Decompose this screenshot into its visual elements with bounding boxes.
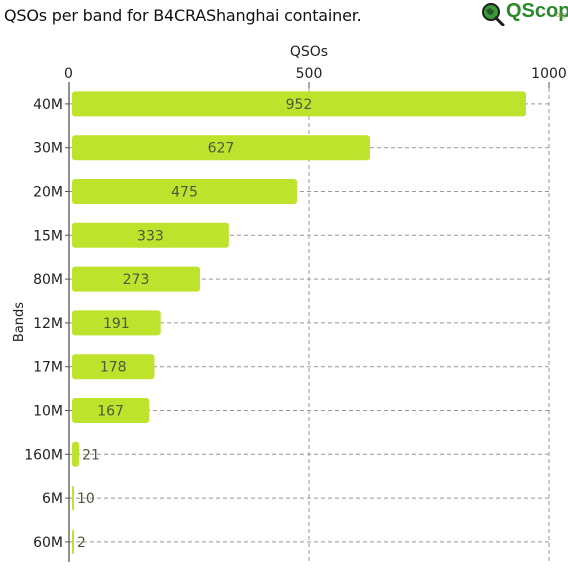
- x-tick-label: 1000: [531, 66, 567, 82]
- bars: 952 627 475 333 273 191 178 167 21 10 2: [72, 91, 526, 555]
- category-label: 15M: [33, 228, 63, 244]
- logo-wordmark: QScope: [506, 0, 568, 22]
- x-tick-label: 0: [64, 66, 73, 82]
- x-axis-label: QSOs: [290, 44, 328, 60]
- bar-value-label: 627: [208, 141, 235, 157]
- bar-value-label: 952: [286, 97, 313, 113]
- bar: [72, 222, 229, 248]
- qscope-logo[interactable]: QScope org: [480, 0, 568, 28]
- bar-value-label: 21: [82, 447, 100, 463]
- bar: [72, 266, 201, 292]
- logo-suffix: org: [556, 12, 567, 19]
- bar: [72, 310, 161, 336]
- bar: [72, 441, 80, 467]
- category-label: 12M: [33, 316, 63, 332]
- bar: [72, 354, 155, 380]
- chart-title: QSOs per band for B4CRAShanghai containe…: [4, 6, 362, 25]
- bar: [72, 485, 74, 511]
- category-label: 17M: [33, 360, 63, 376]
- bar-value-label: 167: [97, 404, 124, 420]
- axes: QSOs 0 500 1000 Bands 40M 30M 20M 15M 80M 12M 17M 10…: [12, 44, 567, 562]
- bar-value-label: 475: [171, 185, 198, 201]
- bar: [72, 135, 370, 161]
- bar-value-label: 191: [103, 316, 130, 332]
- bar: [72, 179, 297, 204]
- category-label: 20M: [33, 185, 63, 201]
- bar-value-label: 333: [137, 228, 164, 244]
- y-axis-label: Bands: [12, 302, 27, 342]
- bar: [72, 529, 74, 555]
- category-label: 60M: [33, 535, 63, 551]
- magnifier-globe-icon: [482, 3, 505, 26]
- category-label: 10M: [33, 404, 63, 420]
- bar: [72, 398, 150, 423]
- category-label: 6M: [42, 491, 63, 507]
- bar-value-label: 178: [100, 360, 127, 376]
- bar-value-label: 2: [77, 535, 86, 551]
- category-label: 160M: [24, 447, 63, 463]
- category-label: 40M: [33, 97, 63, 113]
- category-label: 80M: [33, 272, 63, 288]
- bar-value-label: 273: [123, 272, 150, 288]
- bar-value-label: 10: [77, 491, 95, 507]
- x-tick-label: 500: [296, 66, 323, 82]
- bar: [72, 91, 526, 117]
- category-label: 30M: [33, 141, 63, 157]
